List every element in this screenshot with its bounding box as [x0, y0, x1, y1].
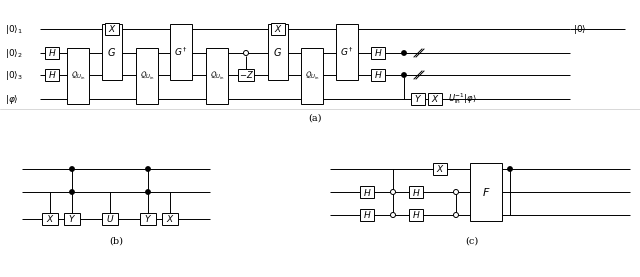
Bar	[428, 93, 442, 105]
Text: $X$: $X$	[431, 94, 439, 104]
Bar	[371, 69, 385, 81]
Bar	[67, 48, 89, 104]
Text: $U_{\mathrm{in}}^{-1}|\varphi\rangle$: $U_{\mathrm{in}}^{-1}|\varphi\rangle$	[448, 92, 477, 106]
Circle shape	[402, 51, 406, 55]
Bar	[45, 69, 59, 81]
Bar	[360, 209, 374, 221]
Text: $Y$: $Y$	[68, 214, 76, 224]
Text: $Y$: $Y$	[144, 214, 152, 224]
Text: $H$: $H$	[48, 47, 56, 58]
Text: (a): (a)	[308, 114, 322, 123]
Text: $H$: $H$	[363, 209, 371, 220]
Bar	[42, 213, 58, 225]
Text: $\mathcal{Q}_{U_{\mathrm{in}}}$: $\mathcal{Q}_{U_{\mathrm{in}}}$	[140, 70, 154, 82]
Bar	[268, 24, 288, 80]
Bar	[140, 213, 156, 225]
Text: $H$: $H$	[374, 70, 382, 81]
Text: $H$: $H$	[412, 186, 420, 198]
Bar	[162, 213, 178, 225]
Bar	[470, 163, 502, 221]
Text: $\mathcal{Q}_{U_{\mathrm{in}}}$: $\mathcal{Q}_{U_{\mathrm{in}}}$	[209, 70, 225, 82]
Text: $U$: $U$	[106, 214, 114, 224]
Bar	[411, 93, 425, 105]
Text: $|\varphi\rangle$: $|\varphi\rangle$	[5, 93, 19, 106]
Circle shape	[390, 189, 396, 194]
Text: $|0\rangle_3$: $|0\rangle_3$	[5, 68, 23, 81]
Bar	[409, 186, 423, 198]
Text: $G$: $G$	[273, 46, 282, 58]
Circle shape	[243, 50, 248, 55]
Text: $X$: $X$	[166, 214, 174, 224]
Text: $H$: $H$	[374, 47, 382, 58]
Text: $G$: $G$	[108, 46, 116, 58]
Circle shape	[146, 190, 150, 194]
Text: $\mathcal{Q}_{U_{\mathrm{in}}}$: $\mathcal{Q}_{U_{\mathrm{in}}}$	[70, 70, 85, 82]
Bar	[409, 209, 423, 221]
Circle shape	[146, 167, 150, 171]
Bar	[105, 23, 119, 35]
Text: $-Z$: $-Z$	[239, 70, 253, 81]
Text: $G^\dagger$: $G^\dagger$	[340, 46, 354, 58]
Circle shape	[454, 189, 458, 194]
Circle shape	[390, 212, 396, 217]
Bar	[238, 69, 254, 81]
Text: $|0\rangle_2$: $|0\rangle_2$	[5, 47, 23, 60]
Text: (c): (c)	[465, 237, 479, 246]
Circle shape	[402, 73, 406, 77]
Circle shape	[508, 167, 512, 171]
Bar	[271, 23, 285, 35]
Bar	[102, 24, 122, 80]
Text: $H$: $H$	[48, 70, 56, 81]
Text: $Y$: $Y$	[414, 94, 422, 104]
Circle shape	[454, 212, 458, 217]
Text: $|0\rangle_1$: $|0\rangle_1$	[5, 22, 23, 35]
Bar	[136, 48, 158, 104]
Text: $H$: $H$	[412, 209, 420, 220]
Text: $\mathcal{Q}_{U_{\mathrm{in}}}$: $\mathcal{Q}_{U_{\mathrm{in}}}$	[305, 70, 319, 82]
Text: $H$: $H$	[363, 186, 371, 198]
Circle shape	[70, 190, 74, 194]
Text: $X$: $X$	[436, 163, 444, 175]
Bar	[360, 186, 374, 198]
Bar	[170, 24, 192, 80]
Text: $|0\rangle$: $|0\rangle$	[573, 22, 586, 35]
Text: $G^\dagger$: $G^\dagger$	[174, 46, 188, 58]
Bar	[206, 48, 228, 104]
Text: $F$: $F$	[482, 186, 490, 198]
Bar	[336, 24, 358, 80]
Circle shape	[70, 167, 74, 171]
Bar	[371, 47, 385, 59]
Text: $X$: $X$	[274, 24, 282, 35]
Text: (b): (b)	[109, 237, 123, 246]
Bar	[102, 213, 118, 225]
Bar	[433, 163, 447, 175]
Bar	[45, 47, 59, 59]
Bar	[64, 213, 80, 225]
Bar	[301, 48, 323, 104]
Text: $X$: $X$	[108, 24, 116, 35]
Text: $X$: $X$	[45, 214, 54, 224]
